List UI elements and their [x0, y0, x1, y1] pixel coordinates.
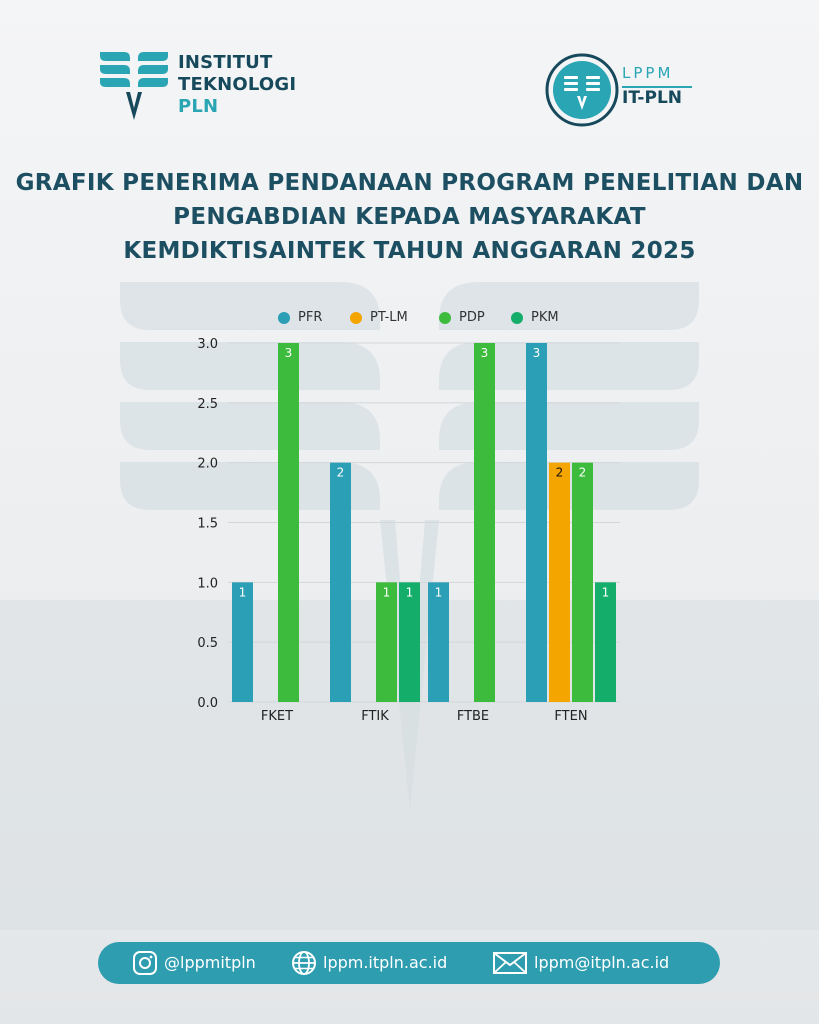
y-tick-label: 2.5	[197, 397, 218, 412]
y-tick-label: 0.0	[197, 696, 218, 711]
y-tick-label: 2.0	[197, 457, 218, 472]
data-label: 1	[406, 585, 414, 599]
legend-label-ptlm: PT-LM	[370, 310, 408, 325]
data-label: 1	[239, 585, 247, 599]
title-line-1: GRAFIK PENERIMA PENDANAAN PROGRAM PENELI…	[15, 170, 804, 196]
bar-pdp-ftbe	[474, 343, 495, 702]
title-line-2: PENGABDIAN KEPADA MASYARAKAT	[173, 204, 646, 230]
legend-label-pkm: PKM	[531, 310, 559, 325]
bar-ptlm-ften	[549, 462, 570, 702]
legend-label-pdp: PDP	[459, 310, 485, 325]
bar-pdp-fket	[278, 343, 299, 702]
x-tick-label: FTBE	[457, 709, 489, 724]
bar-pkm-ftik	[399, 582, 420, 702]
legend-swatch-pdp	[439, 312, 451, 324]
institute-logo: INSTITUT TEKNOLOGI PLN	[96, 48, 316, 124]
institute-emblem-icon	[100, 52, 168, 120]
x-tick-label: FTIK	[361, 709, 389, 724]
data-label: 1	[435, 585, 443, 599]
data-label: 1	[383, 585, 391, 599]
x-tick-label: FTEN	[554, 709, 587, 724]
bar-pfr-fket	[232, 582, 253, 702]
itpln-label: IT-PLN	[622, 88, 682, 108]
data-label: 2	[556, 466, 564, 480]
y-tick-label: 3.0	[197, 337, 218, 352]
x-tick-label: FKET	[261, 709, 293, 724]
lppm-logo: LPPM IT-PLN	[544, 52, 694, 132]
legend-swatch-pkm	[511, 312, 523, 324]
y-tick-label: 1.0	[197, 576, 218, 591]
contact-footer: @lppmitpln lppm.itpln.ac.id lppm@itpln.a…	[98, 942, 720, 984]
data-label: 3	[481, 346, 489, 360]
instagram-handle: @lppmitpln	[164, 953, 256, 972]
bar-pdp-ftik	[376, 582, 397, 702]
bar-pkm-ften	[595, 582, 616, 702]
lppm-emblem-icon	[545, 53, 619, 127]
legend-swatch-pfr	[278, 312, 290, 324]
data-label: 2	[579, 466, 587, 480]
data-label: 3	[533, 346, 541, 360]
website-url: lppm.itpln.ac.id	[323, 953, 448, 972]
mail-icon	[493, 952, 527, 974]
y-tick-label: 1.5	[197, 517, 218, 532]
legend-label-pfr: PFR	[298, 310, 323, 325]
data-label: 2	[337, 466, 345, 480]
data-label: 1	[602, 585, 610, 599]
instagram-icon	[133, 951, 157, 975]
globe-icon	[292, 951, 316, 975]
institute-name: INSTITUT TEKNOLOGI PLN	[178, 52, 297, 117]
bar-pfr-ften	[526, 343, 547, 702]
bar-pfr-ftbe	[428, 582, 449, 702]
data-label: 3	[285, 346, 293, 360]
bar-pfr-ftik	[330, 462, 351, 702]
legend-swatch-ptlm	[350, 312, 362, 324]
lppm-label: LPPM	[622, 64, 674, 82]
title-line-3: KEMDIKTISAINTEK TAHUN ANGGARAN 2025	[123, 238, 696, 264]
page-title: GRAFIK PENERIMA PENDANAAN PROGRAM PENELI…	[0, 166, 819, 268]
y-tick-label: 0.5	[197, 636, 218, 651]
email-address: lppm@itpln.ac.id	[534, 953, 670, 972]
lppm-underline	[622, 86, 692, 88]
bar-pdp-ften	[572, 462, 593, 702]
